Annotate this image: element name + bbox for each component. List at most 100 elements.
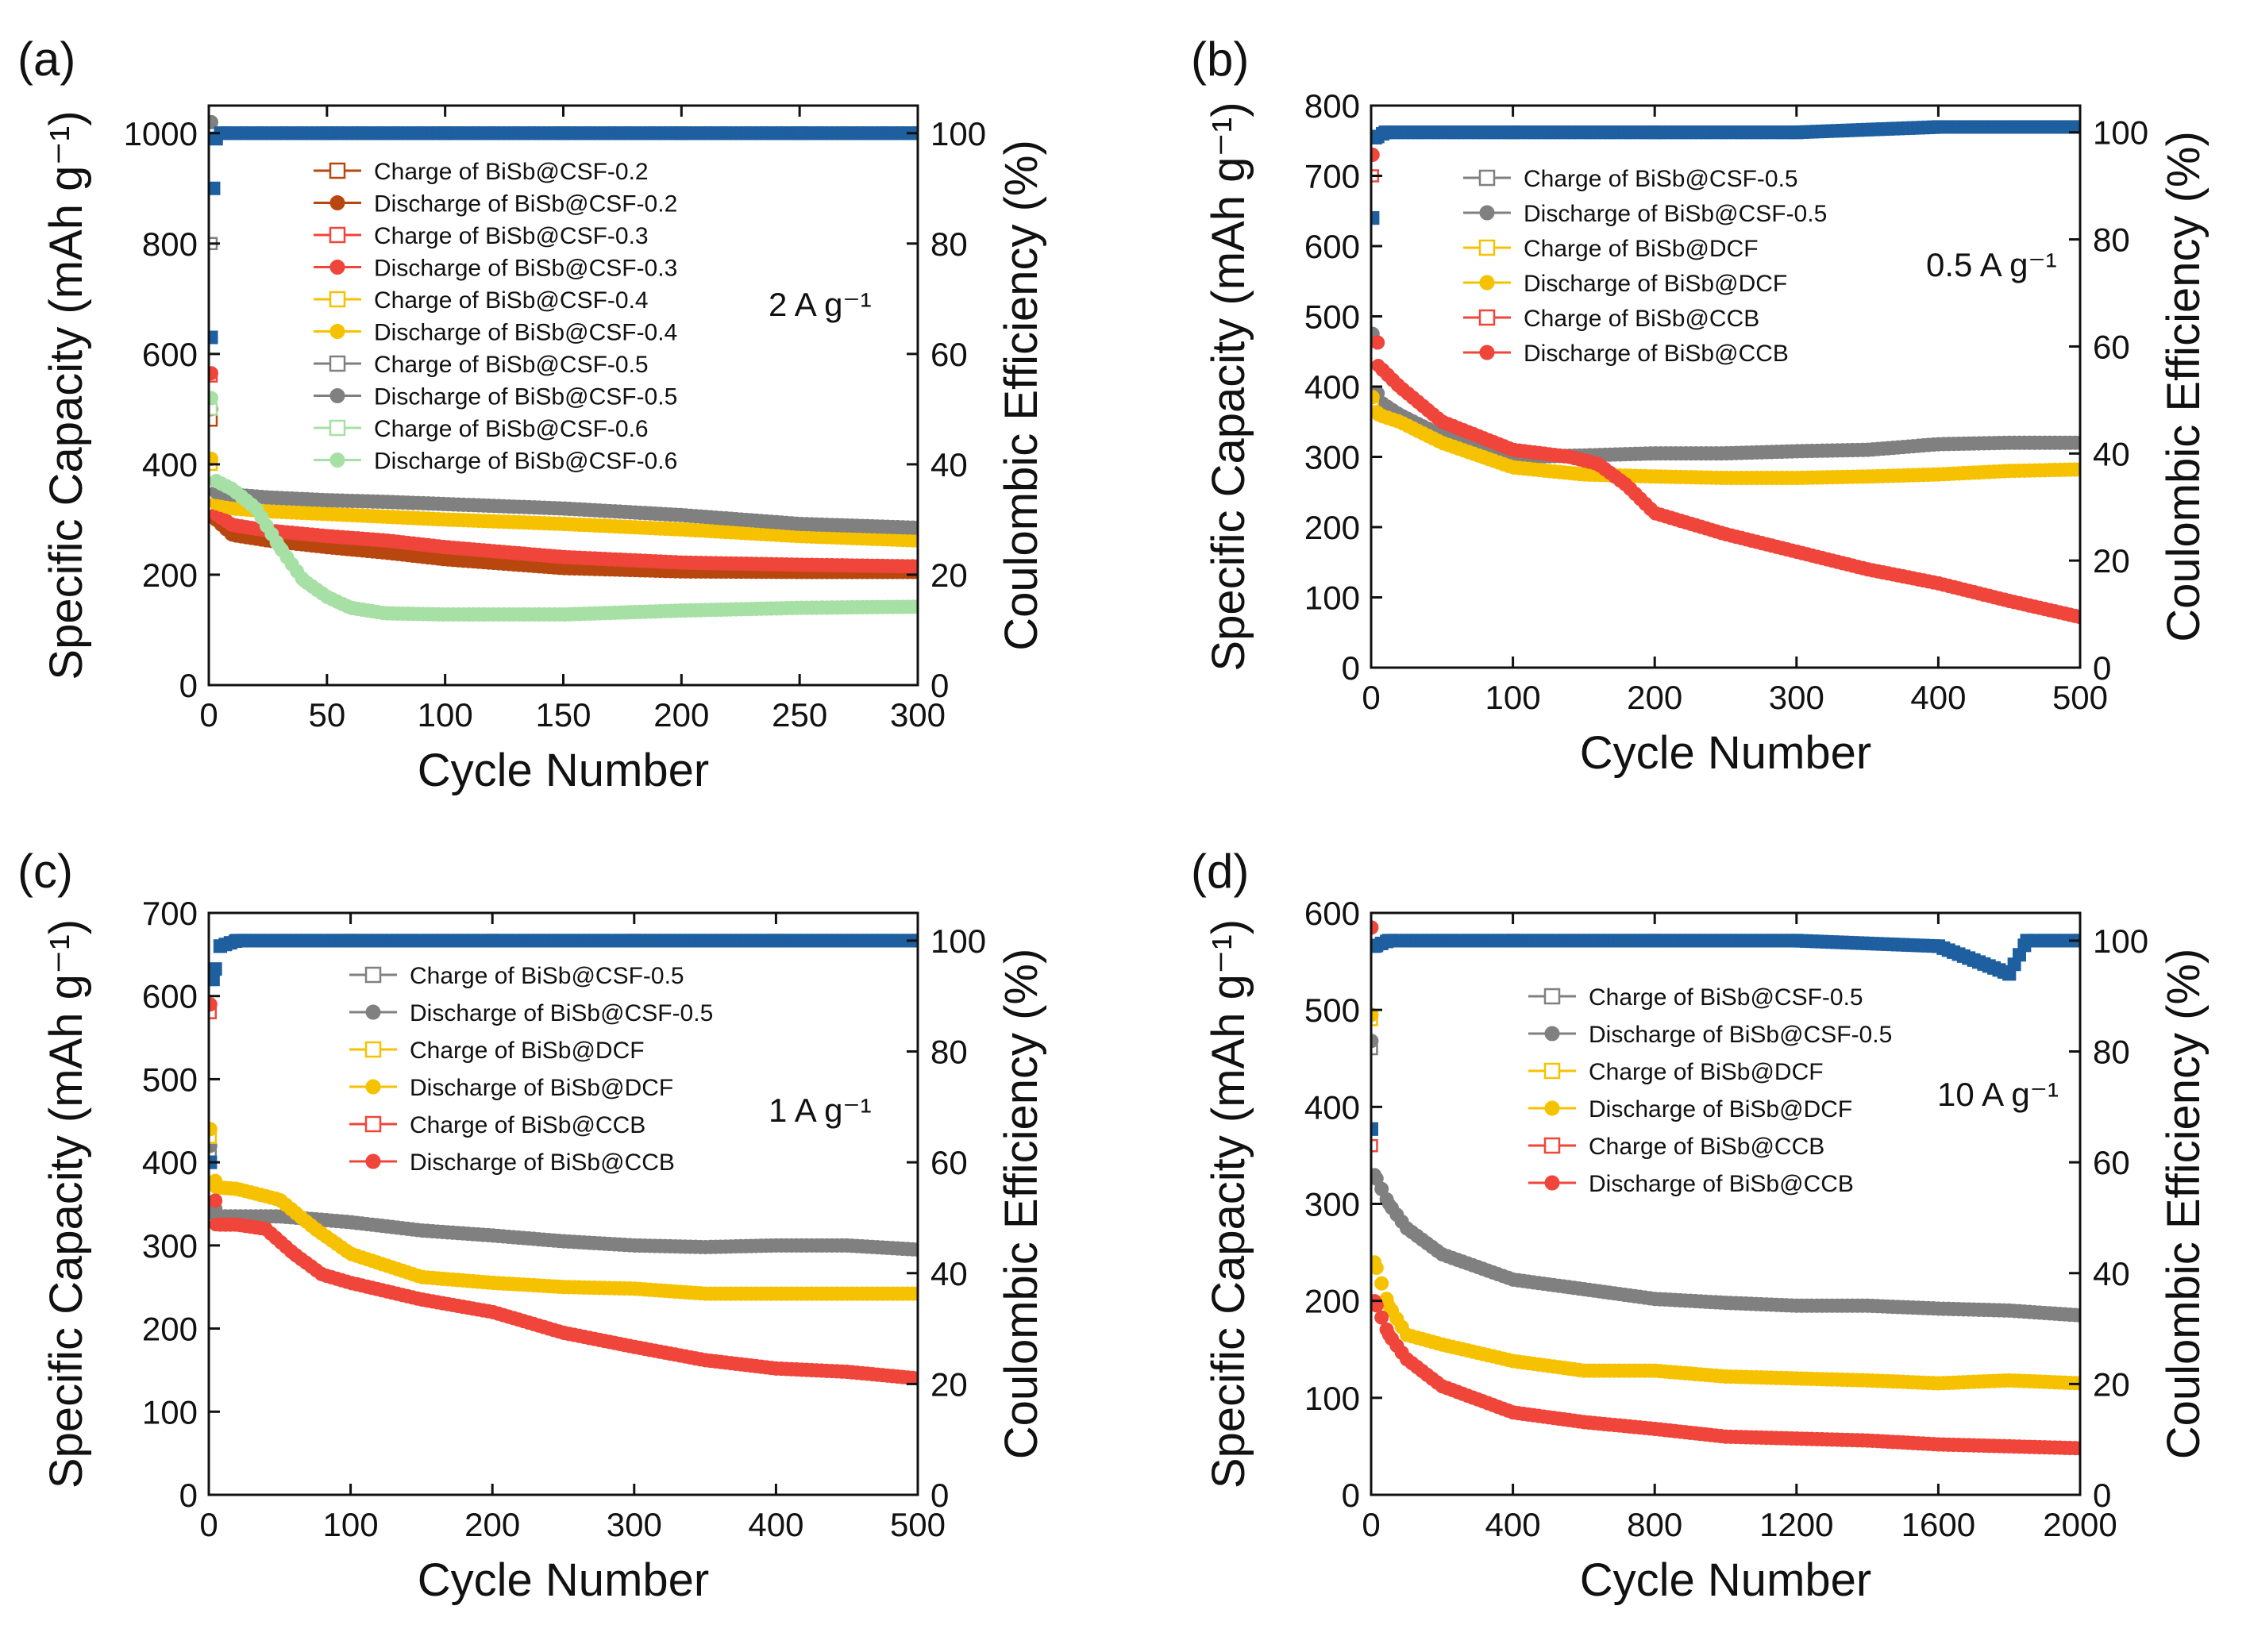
legend-marker bbox=[329, 355, 346, 372]
data-point bbox=[260, 491, 275, 505]
y-axis-title: Specific Capacity (mAh g⁻¹) bbox=[1203, 102, 1254, 671]
data-point bbox=[1931, 437, 1945, 452]
x-tick-label: 2000 bbox=[2043, 1506, 2117, 1543]
y2-tick-label: 60 bbox=[930, 1144, 968, 1181]
data-point bbox=[840, 1287, 854, 1301]
legend-item: Charge of BiSb@CSF-0.3 bbox=[314, 223, 649, 249]
series-charge-of-bisb-csf-0-2 bbox=[209, 414, 218, 427]
legend-label: Charge of BiSb@CSF-0.3 bbox=[374, 223, 649, 249]
panel-label: (a) bbox=[17, 33, 75, 86]
legend-marker bbox=[329, 226, 346, 244]
y-tick-label: 800 bbox=[142, 225, 198, 263]
y-tick-label: 0 bbox=[1342, 649, 1360, 687]
data-point bbox=[1371, 1168, 1381, 1182]
legend-label: Charge of BiSb@DCF bbox=[410, 1038, 645, 1064]
data-point bbox=[1619, 478, 1633, 492]
data-point bbox=[2073, 462, 2080, 476]
x-tick-label: 500 bbox=[890, 1506, 946, 1543]
data-point bbox=[1860, 1299, 1874, 1313]
data-point bbox=[344, 1246, 358, 1261]
legend-item: Charge of BiSb@CSF-0.6 bbox=[314, 416, 649, 442]
x-tick-label: 400 bbox=[1910, 679, 1966, 716]
legend-marker bbox=[329, 419, 346, 437]
data-point bbox=[2073, 120, 2080, 134]
y-tick-label: 200 bbox=[1304, 509, 1360, 546]
legend-label: Discharge of BiSb@CCB bbox=[1589, 1171, 1854, 1197]
x-axis-title: Cycle Number bbox=[418, 745, 709, 796]
data-point bbox=[1400, 1221, 1414, 1235]
legend-marker bbox=[1479, 205, 1495, 221]
data-point bbox=[1371, 211, 1380, 225]
data-point bbox=[1577, 1415, 1591, 1429]
series-discharge-of-bisb-csf-0-5 bbox=[209, 1138, 918, 1257]
data-point bbox=[557, 607, 570, 622]
legend-item: Charge of BiSb@CSF-0.5 bbox=[1528, 984, 1863, 1011]
data-point bbox=[485, 1276, 499, 1290]
x-tick-label: 200 bbox=[464, 1506, 520, 1543]
data-point bbox=[1790, 471, 1804, 485]
data-point bbox=[209, 1218, 223, 1232]
legend-item: Discharge of BiSb@DCF bbox=[1463, 271, 1787, 297]
legend-marker bbox=[365, 1153, 381, 1169]
data-point bbox=[674, 603, 688, 618]
legend-item: Charge of BiSb@CSF-0.5 bbox=[349, 963, 684, 989]
data-point bbox=[414, 1292, 429, 1307]
data-point bbox=[1591, 456, 1605, 471]
data-point bbox=[792, 557, 807, 572]
data-point bbox=[1647, 1364, 1662, 1378]
legend-label: Charge of BiSb@CSF-0.5 bbox=[374, 352, 649, 378]
y-tick-label: 600 bbox=[1304, 895, 1360, 932]
y-tick-label: 500 bbox=[142, 1061, 198, 1098]
legend-label: Discharge of BiSb@CSF-0.5 bbox=[410, 1000, 713, 1026]
legend-marker bbox=[1478, 239, 1496, 256]
data-point bbox=[379, 533, 393, 548]
legend-item: Discharge of BiSb@CSF-0.5 bbox=[349, 1000, 713, 1026]
data-point bbox=[485, 934, 499, 948]
legend-label: Discharge of BiSb@CSF-0.5 bbox=[1524, 201, 1827, 227]
data-point bbox=[1506, 1354, 1520, 1368]
data-point bbox=[911, 1287, 918, 1301]
legend-marker bbox=[1544, 1175, 1560, 1191]
series-discharge-of-bisb-csf-0-3 bbox=[209, 366, 918, 574]
data-point bbox=[209, 366, 218, 380]
y2-tick-label: 80 bbox=[2093, 1034, 2130, 1071]
data-point bbox=[1374, 1276, 1389, 1291]
legend-label: Discharge of BiSb@DCF bbox=[1589, 1096, 1852, 1123]
legend-marker bbox=[1479, 275, 1495, 291]
series-charge-of-bisb-csf-0-6 bbox=[209, 402, 218, 416]
data-point bbox=[414, 1223, 429, 1238]
legend-label: Charge of BiSb@CSF-0.5 bbox=[410, 963, 684, 989]
plot-area-d bbox=[1371, 920, 2080, 1456]
data-point bbox=[1506, 460, 1520, 475]
data-point bbox=[2073, 610, 2080, 624]
rate-label: 0.5 A g⁻¹ bbox=[1926, 246, 2057, 283]
y-tick-label: 200 bbox=[142, 556, 198, 594]
legend-label: Discharge of BiSb@CCB bbox=[1524, 341, 1789, 367]
data-point bbox=[557, 502, 570, 516]
data-point bbox=[1931, 120, 1945, 134]
data-point bbox=[911, 560, 918, 574]
legend-marker bbox=[1543, 988, 1561, 1005]
data-point bbox=[209, 115, 218, 129]
data-point bbox=[438, 607, 453, 622]
plot-area-a bbox=[209, 114, 918, 622]
x-tick-label: 400 bbox=[748, 1506, 803, 1543]
legend-label: Charge of BiSb@CSF-0.5 bbox=[1589, 984, 1863, 1011]
data-point bbox=[557, 1280, 570, 1294]
data-point bbox=[557, 1326, 570, 1340]
legend-label: Charge of BiSb@DCF bbox=[1524, 236, 1759, 262]
legend-marker bbox=[365, 1079, 381, 1095]
data-point bbox=[344, 1215, 358, 1230]
y2-tick-label: 0 bbox=[930, 1477, 949, 1514]
y2-tick-label: 100 bbox=[930, 922, 986, 960]
data-point bbox=[225, 482, 240, 496]
y-tick-label: 300 bbox=[1304, 439, 1360, 476]
data-point bbox=[209, 972, 220, 987]
data-point bbox=[1577, 1364, 1591, 1378]
panel-label: (c) bbox=[17, 845, 73, 898]
y2-tick-label: 40 bbox=[930, 446, 968, 483]
legend-marker bbox=[364, 1115, 382, 1133]
data-point bbox=[698, 1287, 712, 1301]
data-point bbox=[2073, 1308, 2080, 1323]
data-point bbox=[272, 1192, 287, 1207]
